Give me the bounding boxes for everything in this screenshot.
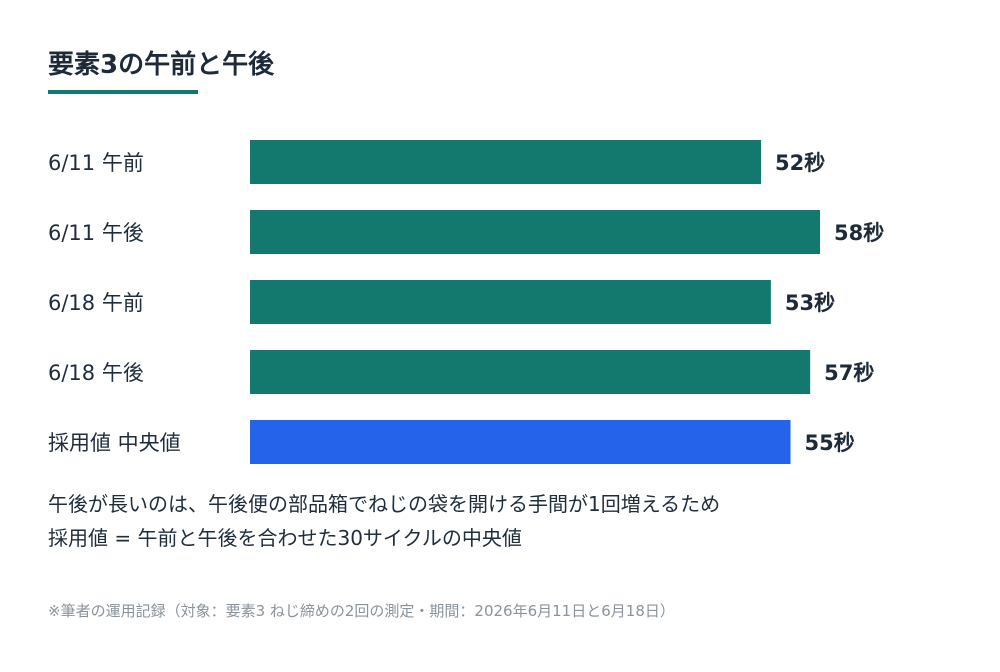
note-line-1: 午後が長いのは、午後便の部品箱でねじの袋を開ける手間が1回増えるため (48, 492, 721, 516)
footnote: ※筆者の運用記録（対象：要素3 ねじ締めの2回の測定・期間：2026年6月11日… (48, 602, 675, 620)
bar-chart: 6/11 午前 52秒 6/11 午後 58秒 6/18 午前 53秒 6/18 午後 57秒… (48, 140, 884, 464)
value-label: 58秒 (834, 221, 884, 245)
value-label: 57秒 (824, 361, 874, 385)
category-label: 採用値 中央値 (48, 431, 181, 455)
bars-layer: 6/11 午前 52秒 6/11 午後 58秒 6/18 午前 53秒 6/18 午後 57秒… (48, 140, 884, 464)
note-line-2: 採用値 = 午前と午後を合わせた30サイクルの中央値 (48, 526, 522, 550)
category-label: 6/18 午前 (48, 291, 144, 315)
bar (250, 350, 811, 394)
bar (250, 280, 771, 324)
title-underline (48, 90, 198, 94)
value-label: 55秒 (805, 431, 855, 455)
chart-title: 要素3の午前と午後 (48, 50, 275, 80)
bar (250, 210, 820, 254)
value-label: 52秒 (775, 151, 825, 175)
bar (250, 140, 762, 184)
category-label: 6/11 午前 (48, 151, 144, 175)
category-label: 6/11 午後 (48, 221, 144, 245)
category-label: 6/18 午後 (48, 361, 144, 385)
value-label: 53秒 (785, 291, 835, 315)
bar-highlight (250, 420, 791, 464)
